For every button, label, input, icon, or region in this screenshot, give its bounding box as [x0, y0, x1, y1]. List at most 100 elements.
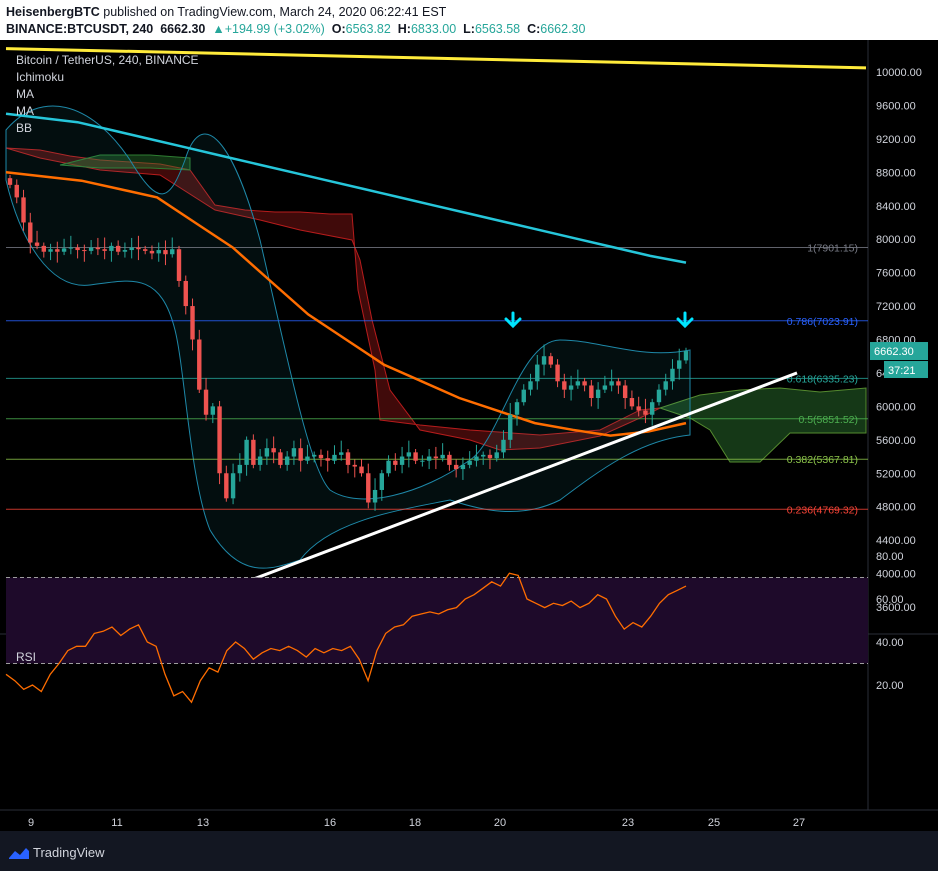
candle-body	[305, 456, 310, 461]
chart-area[interactable]: 1(7901.15) 0.786(7023.91) 0.618(6335.23) 0.…	[0, 40, 938, 831]
candle-body	[399, 456, 405, 465]
high-value: 6833.00	[410, 22, 457, 36]
price-tick-5: 8000.00	[876, 234, 916, 246]
price-tick-6: 7600.00	[876, 268, 916, 280]
ascending-trendline	[201, 371, 798, 601]
candle-body	[568, 385, 574, 390]
publish-line: HeisenbergBTC published on TradingView.c…	[6, 5, 446, 19]
candle-body	[129, 247, 134, 251]
tradingview-logo-icon	[9, 847, 29, 859]
candles	[7, 174, 689, 511]
candle-body	[595, 389, 601, 399]
candle-body	[21, 197, 26, 223]
rsi-label[interactable]: RSI	[16, 650, 36, 664]
candle-body	[7, 178, 13, 185]
candle-body	[109, 245, 114, 251]
candle-body	[298, 448, 303, 461]
axis-bg	[868, 40, 938, 831]
ma-slow-line	[5, 112, 687, 264]
price-tick-14: 4400.00	[876, 535, 916, 547]
moving-averages	[5, 112, 687, 437]
last-price-tag-text: 6662.30	[874, 346, 914, 358]
candle-body	[230, 473, 236, 499]
candle-body	[359, 466, 364, 474]
time-label-6: 23	[622, 817, 634, 829]
candle-body	[163, 250, 168, 255]
candle-body	[149, 250, 155, 254]
open-label: O:	[331, 22, 346, 36]
resistance-line	[5, 47, 867, 70]
candle-body	[284, 456, 290, 465]
candle-body	[616, 381, 621, 386]
candle-body	[102, 249, 107, 251]
price-tick-11: 5600.00	[876, 435, 916, 447]
price-tick-3: 8800.00	[876, 167, 916, 179]
candle-body	[528, 381, 533, 390]
candle-body	[575, 381, 581, 386]
study-ma-2[interactable]: MA	[16, 104, 34, 118]
candle-body	[143, 249, 148, 251]
candle-body	[562, 381, 567, 390]
price-tick-15: 4000.00	[876, 569, 916, 581]
candle-body	[372, 489, 378, 503]
candle-body	[271, 448, 276, 453]
candle-body	[156, 250, 161, 254]
candle-body	[406, 452, 412, 457]
candle-body	[244, 439, 249, 465]
candle-body	[683, 351, 689, 361]
candle-body	[352, 464, 357, 467]
candle-body	[318, 454, 324, 459]
time-label-8: 27	[793, 817, 805, 829]
candle-body	[68, 247, 74, 249]
candle-body	[589, 385, 594, 399]
fib-label-1: 0.786(7023.91)	[787, 316, 858, 328]
publisher-name[interactable]: HeisenbergBTC	[6, 5, 100, 19]
candle-body	[203, 389, 209, 415]
countdown-tag	[884, 361, 928, 379]
candle-body	[677, 360, 682, 369]
candle-body	[636, 406, 641, 411]
fib-label-4: 0.382(5367.81)	[787, 454, 858, 466]
symbol-name[interactable]: BINANCE:BTCUSDT, 240	[6, 22, 154, 36]
candle-body	[413, 452, 418, 461]
candle-body	[521, 389, 526, 403]
price-tick-12: 5200.00	[876, 468, 916, 480]
candle-body	[366, 473, 371, 503]
price-tick-16: 3600.00	[876, 602, 916, 614]
candle-body	[535, 364, 540, 382]
rsi-line	[5, 572, 687, 704]
study-ichimoku[interactable]: Ichimoku	[16, 70, 64, 84]
candle-body	[325, 458, 330, 461]
rsi-tick-2: 40.00	[876, 637, 904, 649]
price-tick-2: 9200.00	[876, 134, 916, 146]
candle-body	[345, 452, 351, 465]
bb-envelope	[5, 105, 691, 569]
candle-body	[61, 248, 67, 252]
close-value: 6662.30	[540, 22, 586, 36]
last-price: 6662.30	[160, 22, 206, 36]
candle-body	[14, 184, 19, 198]
candle-body	[190, 306, 195, 340]
chart-svg[interactable]: 1(7901.15) 0.786(7023.91) 0.618(6335.23) 0.…	[0, 40, 938, 831]
candle-body	[629, 398, 635, 407]
candle-body	[95, 247, 101, 250]
low-value: 6563.58	[474, 22, 521, 36]
candle-body	[257, 456, 263, 465]
published-text: published on TradingView.com, March 24, …	[103, 5, 447, 19]
candle-body	[433, 456, 439, 459]
candle-body	[602, 385, 608, 390]
candle-body	[251, 439, 256, 465]
cloud-bullish-early	[59, 154, 191, 171]
candle-body	[656, 389, 662, 403]
candle-body	[122, 250, 128, 252]
time-label-1: 11	[111, 817, 122, 829]
chart-title[interactable]: Bitcoin / TetherUS, 240, BINANCE	[16, 53, 199, 67]
study-ma-1[interactable]: MA	[16, 87, 34, 101]
candle-body	[420, 460, 425, 462]
candle-body	[622, 385, 628, 399]
candle-body	[210, 406, 215, 415]
study-bb[interactable]: BB	[16, 121, 32, 135]
candle-body	[582, 381, 587, 386]
candle-body	[481, 454, 486, 457]
candle-body	[264, 448, 270, 457]
